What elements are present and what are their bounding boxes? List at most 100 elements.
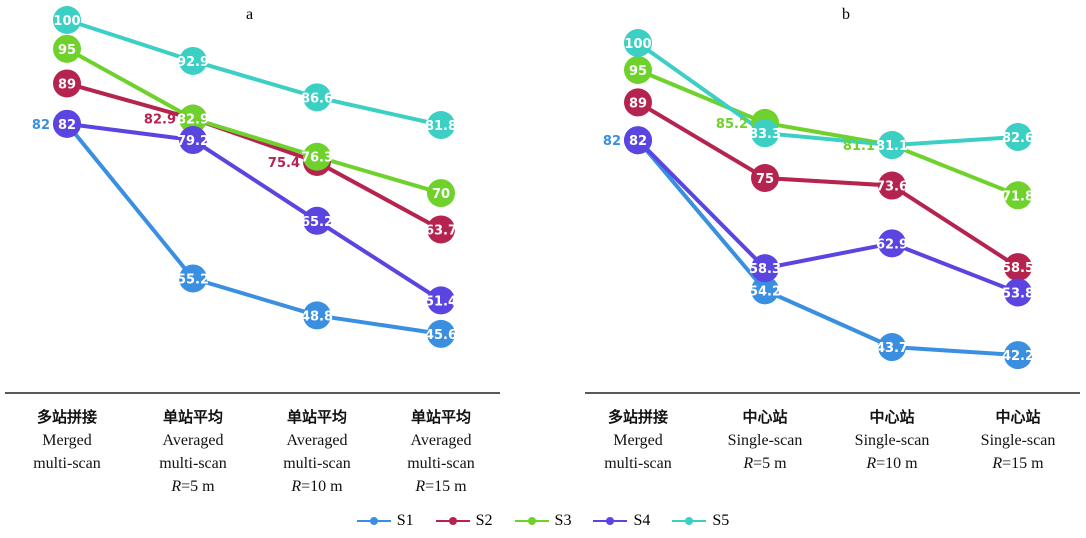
- legend-item-S1: S1: [356, 512, 414, 530]
- legend-marker-icon: [435, 517, 470, 525]
- series-line-S2: [66, 81, 442, 232]
- tick-label-line: R=10 m: [866, 455, 918, 472]
- data-label: 51.4: [425, 294, 457, 309]
- data-label: 92.9: [177, 55, 209, 70]
- data-label: 100: [53, 14, 80, 29]
- data-label: 79.2: [177, 134, 209, 149]
- data-label: 75: [756, 172, 774, 187]
- point-marker: [878, 333, 906, 362]
- x-tick-label: 中心站 Single-scan R=15 m: [953, 406, 1083, 475]
- data-label: 45.6: [425, 328, 457, 343]
- tick-label-line: Averaged: [286, 432, 348, 449]
- tick-label-line: Merged: [613, 432, 663, 449]
- data-label: 73.6: [876, 180, 908, 195]
- data-label: 82: [58, 118, 76, 133]
- data-label: 55.2: [177, 272, 209, 287]
- tick-label-line: multi-scan: [33, 455, 101, 472]
- data-label: 42.2: [1002, 349, 1034, 364]
- point-marker: [53, 34, 81, 63]
- x-tick-label: 单站平均 Averaged multi-scan R=5 m: [128, 406, 258, 498]
- tick-label-line: multi-scan: [407, 455, 475, 472]
- data-label: 89: [58, 77, 76, 92]
- point-marker: [1004, 341, 1032, 370]
- point-marker: [53, 6, 81, 34]
- tick-label-line: R=5 m: [171, 478, 215, 495]
- point-marker: [427, 179, 455, 208]
- tick-label-line: R=10 m: [291, 478, 343, 495]
- data-label: 95: [58, 43, 76, 58]
- point-marker: [624, 56, 652, 84]
- series-line-S4: [636, 138, 1019, 295]
- tick-label-line: R=15 m: [992, 455, 1044, 472]
- series-line-S1: [636, 138, 1019, 358]
- point-marker: [427, 215, 455, 244]
- tick-label-line: Single-scan: [854, 432, 930, 449]
- data-label: 82: [603, 134, 621, 149]
- point-marker: [53, 69, 81, 98]
- point-marker: [303, 83, 331, 112]
- series-line-S3: [637, 68, 1019, 198]
- tick-label-line: Single-scan: [727, 432, 803, 449]
- legend-item-S5: S5: [672, 512, 729, 530]
- tick-label-line: 多站拼接: [607, 408, 668, 426]
- data-label: 82: [32, 118, 50, 133]
- data-label: 95: [629, 64, 647, 79]
- data-label: 100: [624, 37, 651, 52]
- tick-label-line: multi-scan: [283, 455, 351, 472]
- legend-label: S3: [554, 512, 572, 529]
- point-marker: [878, 131, 906, 160]
- tick-label-line: 单站平均: [410, 408, 471, 426]
- data-label: 82.6: [1002, 131, 1034, 146]
- legend-label: S1: [396, 512, 414, 529]
- data-label: 82.9: [177, 113, 209, 128]
- series-line-S2: [636, 100, 1020, 269]
- data-label: 85.2: [716, 117, 748, 132]
- legend: S1 S2 S3 S4 S5: [0, 512, 1086, 530]
- tick-label-line: 单站平均: [162, 408, 223, 426]
- x-tick-label: 中心站 Single-scan R=5 m: [700, 406, 830, 475]
- tick-label-line: R=5 m: [743, 455, 787, 472]
- x-tick-label: 多站拼接 Merged multi-scan: [573, 406, 703, 475]
- legend-label: S2: [475, 512, 493, 529]
- data-label: 71.8: [1002, 189, 1034, 204]
- data-label: 62.9: [876, 237, 908, 252]
- point-marker: [179, 104, 207, 133]
- point-marker: [1004, 181, 1032, 210]
- point-marker: [179, 46, 207, 75]
- legend-item-S4: S4: [593, 512, 650, 530]
- data-label: 76.3: [301, 151, 333, 166]
- legend-marker-icon: [514, 517, 549, 525]
- series-line-S3: [66, 47, 442, 196]
- legend-label: S4: [633, 512, 651, 529]
- tick-label-line: multi-scan: [159, 455, 227, 472]
- data-label: 86.6: [301, 91, 333, 106]
- point-marker: [751, 254, 779, 283]
- tick-label-line: multi-scan: [604, 455, 672, 472]
- point-marker: [1004, 122, 1032, 151]
- panel-b-title: b: [842, 6, 850, 23]
- tick-label-line: 多站拼接: [36, 408, 97, 426]
- point-marker: [878, 229, 906, 258]
- legend-label: S5: [712, 512, 730, 529]
- legend-item-S2: S2: [435, 512, 493, 530]
- point-marker: [751, 119, 779, 148]
- x-tick-label: 单站平均 Averaged multi-scan R=15 m: [376, 406, 506, 498]
- data-label: 63.7: [425, 223, 457, 238]
- data-label: 82.9: [144, 113, 176, 128]
- point-marker: [179, 126, 207, 155]
- point-marker: [427, 319, 455, 348]
- point-marker: [427, 286, 455, 315]
- series-line-S5: [636, 41, 1019, 148]
- data-label: 65.2: [301, 215, 333, 230]
- point-marker: [878, 171, 906, 200]
- data-label: 53.8: [1002, 286, 1034, 301]
- series-line-S1: [65, 122, 442, 336]
- point-marker: [1004, 253, 1032, 282]
- data-label: 81.1: [876, 139, 908, 154]
- data-label: 89: [629, 96, 647, 111]
- tick-label-line: Merged: [42, 432, 92, 449]
- point-marker: [303, 301, 331, 330]
- tick-label-line: 中心站: [995, 408, 1041, 426]
